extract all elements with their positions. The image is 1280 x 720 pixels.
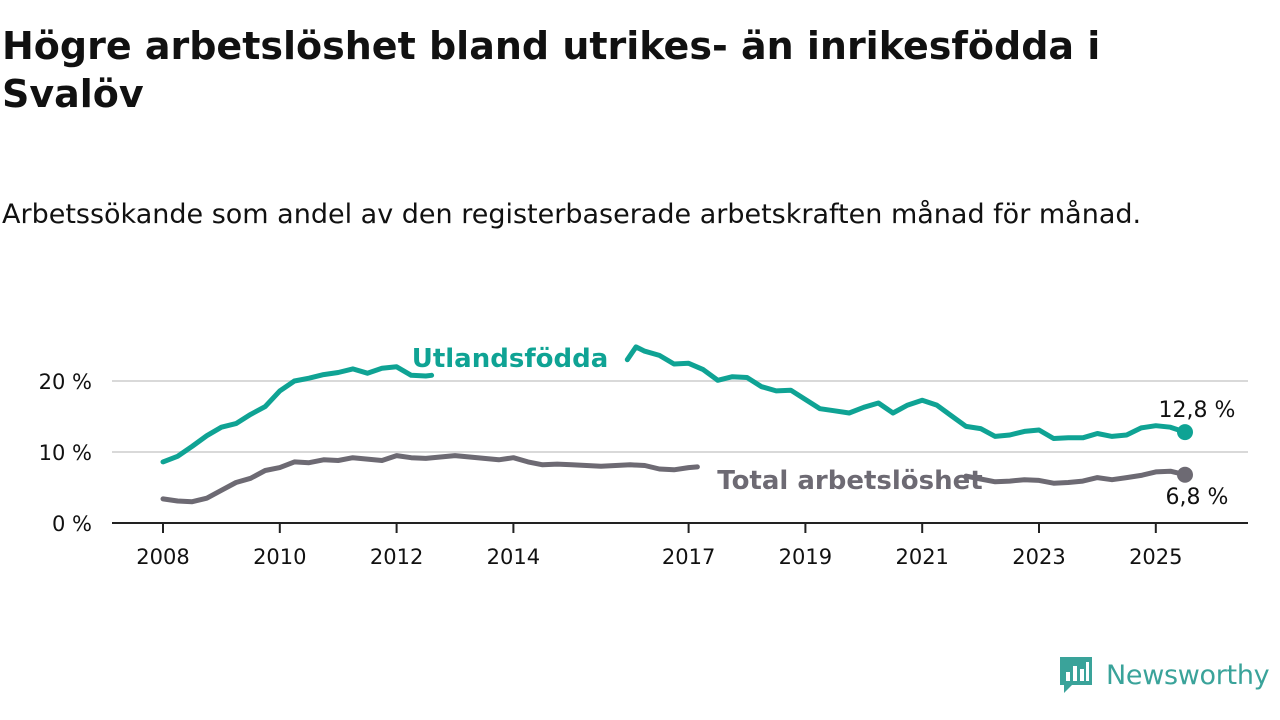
end-point-marker — [1177, 424, 1193, 441]
chart-title: Högre arbetslöshet bland utrikes- än inr… — [2, 24, 1101, 116]
newsworthy-logo-icon — [1060, 657, 1092, 693]
x-axis-tick-labels: 2008 2010 2012 2014 2017 2019 2021 2023 2025 — [136, 545, 1182, 569]
x-tick-label: 2010 — [253, 545, 306, 569]
series-line-foreign-born — [160, 364, 435, 465]
series-line-total — [160, 453, 700, 505]
series-label-foreign-born: Utlandsfödda — [412, 344, 609, 374]
x-tick-label: 2008 — [136, 545, 189, 569]
series-line-foreign-born — [624, 344, 1188, 441]
x-tick-label: 2025 — [1129, 545, 1182, 569]
end-point-marker — [1177, 466, 1193, 483]
x-tick-label: 2019 — [779, 545, 832, 569]
series-line-total — [963, 468, 1188, 486]
series-lines — [160, 344, 1193, 505]
chart-subtitle: Arbetssökande som andel av den registerb… — [2, 199, 1142, 230]
x-tick-label: 2012 — [370, 545, 423, 569]
x-tick-label: 2017 — [662, 545, 715, 569]
x-tick-label: 2023 — [1012, 545, 1065, 569]
x-axis — [112, 522, 1248, 533]
end-value-label-total: 6,8 % — [1166, 485, 1229, 510]
y-tick-label: 0 % — [52, 512, 92, 536]
x-tick-label: 2021 — [895, 545, 948, 569]
series-label-total: Total arbetslöshet — [717, 466, 982, 496]
x-tick-label: 2014 — [487, 545, 540, 569]
y-tick-label: 10 % — [39, 441, 92, 465]
end-value-label-foreign-born: 12,8 % — [1159, 398, 1236, 423]
y-axis-tick-labels: 0 % 10 % 20 % — [39, 370, 92, 536]
newsworthy-logo: Newsworthy — [1058, 654, 1270, 696]
brand-name: Newsworthy — [1106, 659, 1270, 691]
series-labels: Utlandsfödda Total arbetslöshet 12,8 % 6,8 … — [412, 344, 1236, 510]
line-chart: 0 % 10 % 20 % 2008 2010 2012 2014 2017 2019 2021… — [39, 344, 1248, 569]
y-tick-label: 20 % — [39, 370, 92, 394]
